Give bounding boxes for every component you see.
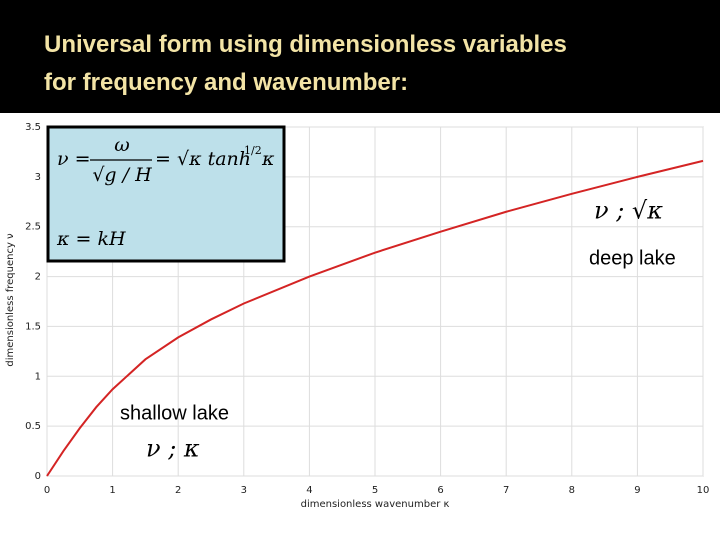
title-line: for frequency and wavenumber: [44, 69, 408, 96]
y-tick-label: 1.5 [25, 321, 41, 332]
x-tick-label: 0 [44, 485, 50, 496]
formula-text: ν = [57, 148, 91, 170]
x-tick-label: 2 [175, 485, 181, 496]
y-tick-label: 2.5 [25, 222, 41, 233]
formula-text: √g / H [92, 164, 152, 186]
x-tick-label: 8 [569, 485, 575, 496]
annotation: shallow lake [120, 402, 229, 424]
x-tick-label: 5 [372, 485, 378, 496]
x-tick-label: 4 [306, 485, 312, 496]
y-tick-label: 3 [35, 172, 41, 183]
y-axis-label: dimensionless frequency ν [5, 233, 16, 367]
formula-text: κ = kH [56, 228, 126, 250]
x-tick-label: 10 [697, 485, 710, 496]
y-tick-label: 1 [35, 371, 41, 382]
formula-text: = √κ tanh [155, 148, 251, 170]
y-tick-label: 0.5 [25, 421, 41, 432]
y-tick-label: 3.5 [25, 122, 41, 133]
annotation: ν ; κ [146, 435, 200, 463]
x-tick-label: 7 [503, 485, 509, 496]
y-tick-label: 2 [35, 272, 41, 283]
formula-text: ω [114, 134, 130, 156]
x-tick-label: 1 [109, 485, 115, 496]
annotation: ν ; √κ [594, 197, 663, 225]
x-tick-label: 3 [241, 485, 247, 496]
annotation: deep lake [589, 247, 676, 269]
formula-text: κ [261, 148, 275, 170]
x-axis-label: dimensionless wavenumber κ [301, 499, 450, 510]
header-band [0, 0, 720, 113]
curve [46, 159, 704, 477]
x-tick-label: 9 [634, 485, 640, 496]
formula-text: 1/2 [244, 144, 262, 157]
y-tick-label: 0 [35, 471, 41, 482]
title-line: Universal form using dimensionless varia… [44, 31, 567, 58]
formula-box [46, 125, 286, 263]
x-tick-label: 6 [437, 485, 443, 496]
